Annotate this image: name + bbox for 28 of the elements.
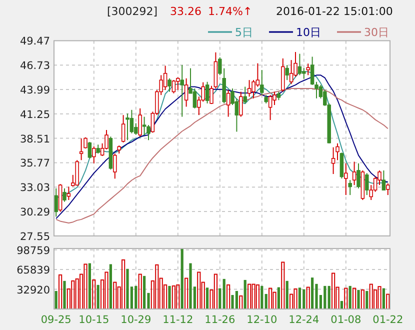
- x-tick-label: 11-12: [162, 314, 194, 326]
- x-tick-label: 12-24: [288, 314, 320, 326]
- x-tick-label: 09-25: [40, 314, 72, 326]
- y-tick-label: 98759: [16, 244, 50, 257]
- x-tick-label: 10-15: [78, 314, 110, 326]
- y-tick-label: 41.25: [20, 108, 50, 121]
- y-tick-label: 49.47: [20, 36, 50, 48]
- x-tick-label: 11-26: [204, 314, 236, 326]
- text: 2016-01-22 15:01:00: [276, 5, 393, 18]
- legend-label: 30日: [364, 26, 389, 39]
- y-tick-label: 43.99: [20, 84, 50, 96]
- y-tick-label: 65839: [16, 264, 50, 277]
- y-tick-label: 32920: [16, 284, 50, 296]
- text: 1.74%↑: [208, 5, 252, 18]
- x-tick-label: 12-10: [246, 314, 278, 326]
- chart-subtitle: 33.26: [170, 5, 202, 18]
- y-tick-label: 38.51: [20, 133, 50, 146]
- y-tick-label: 46.73: [20, 60, 50, 72]
- x-tick-label: 01-22: [372, 314, 404, 326]
- y-tick-label: 30.29: [20, 206, 50, 218]
- chart-title: [300292]: [107, 5, 158, 18]
- legend-label: 10日: [296, 26, 321, 39]
- x-tick-label: 01-08: [330, 314, 362, 326]
- y-tick-label: 33.03: [20, 182, 50, 194]
- x-tick-label: 10-29: [120, 314, 152, 326]
- y-tick-label: 27.55: [20, 230, 50, 243]
- legend-label: 5日: [235, 26, 253, 39]
- y-tick-label: 35.77: [20, 158, 50, 170]
